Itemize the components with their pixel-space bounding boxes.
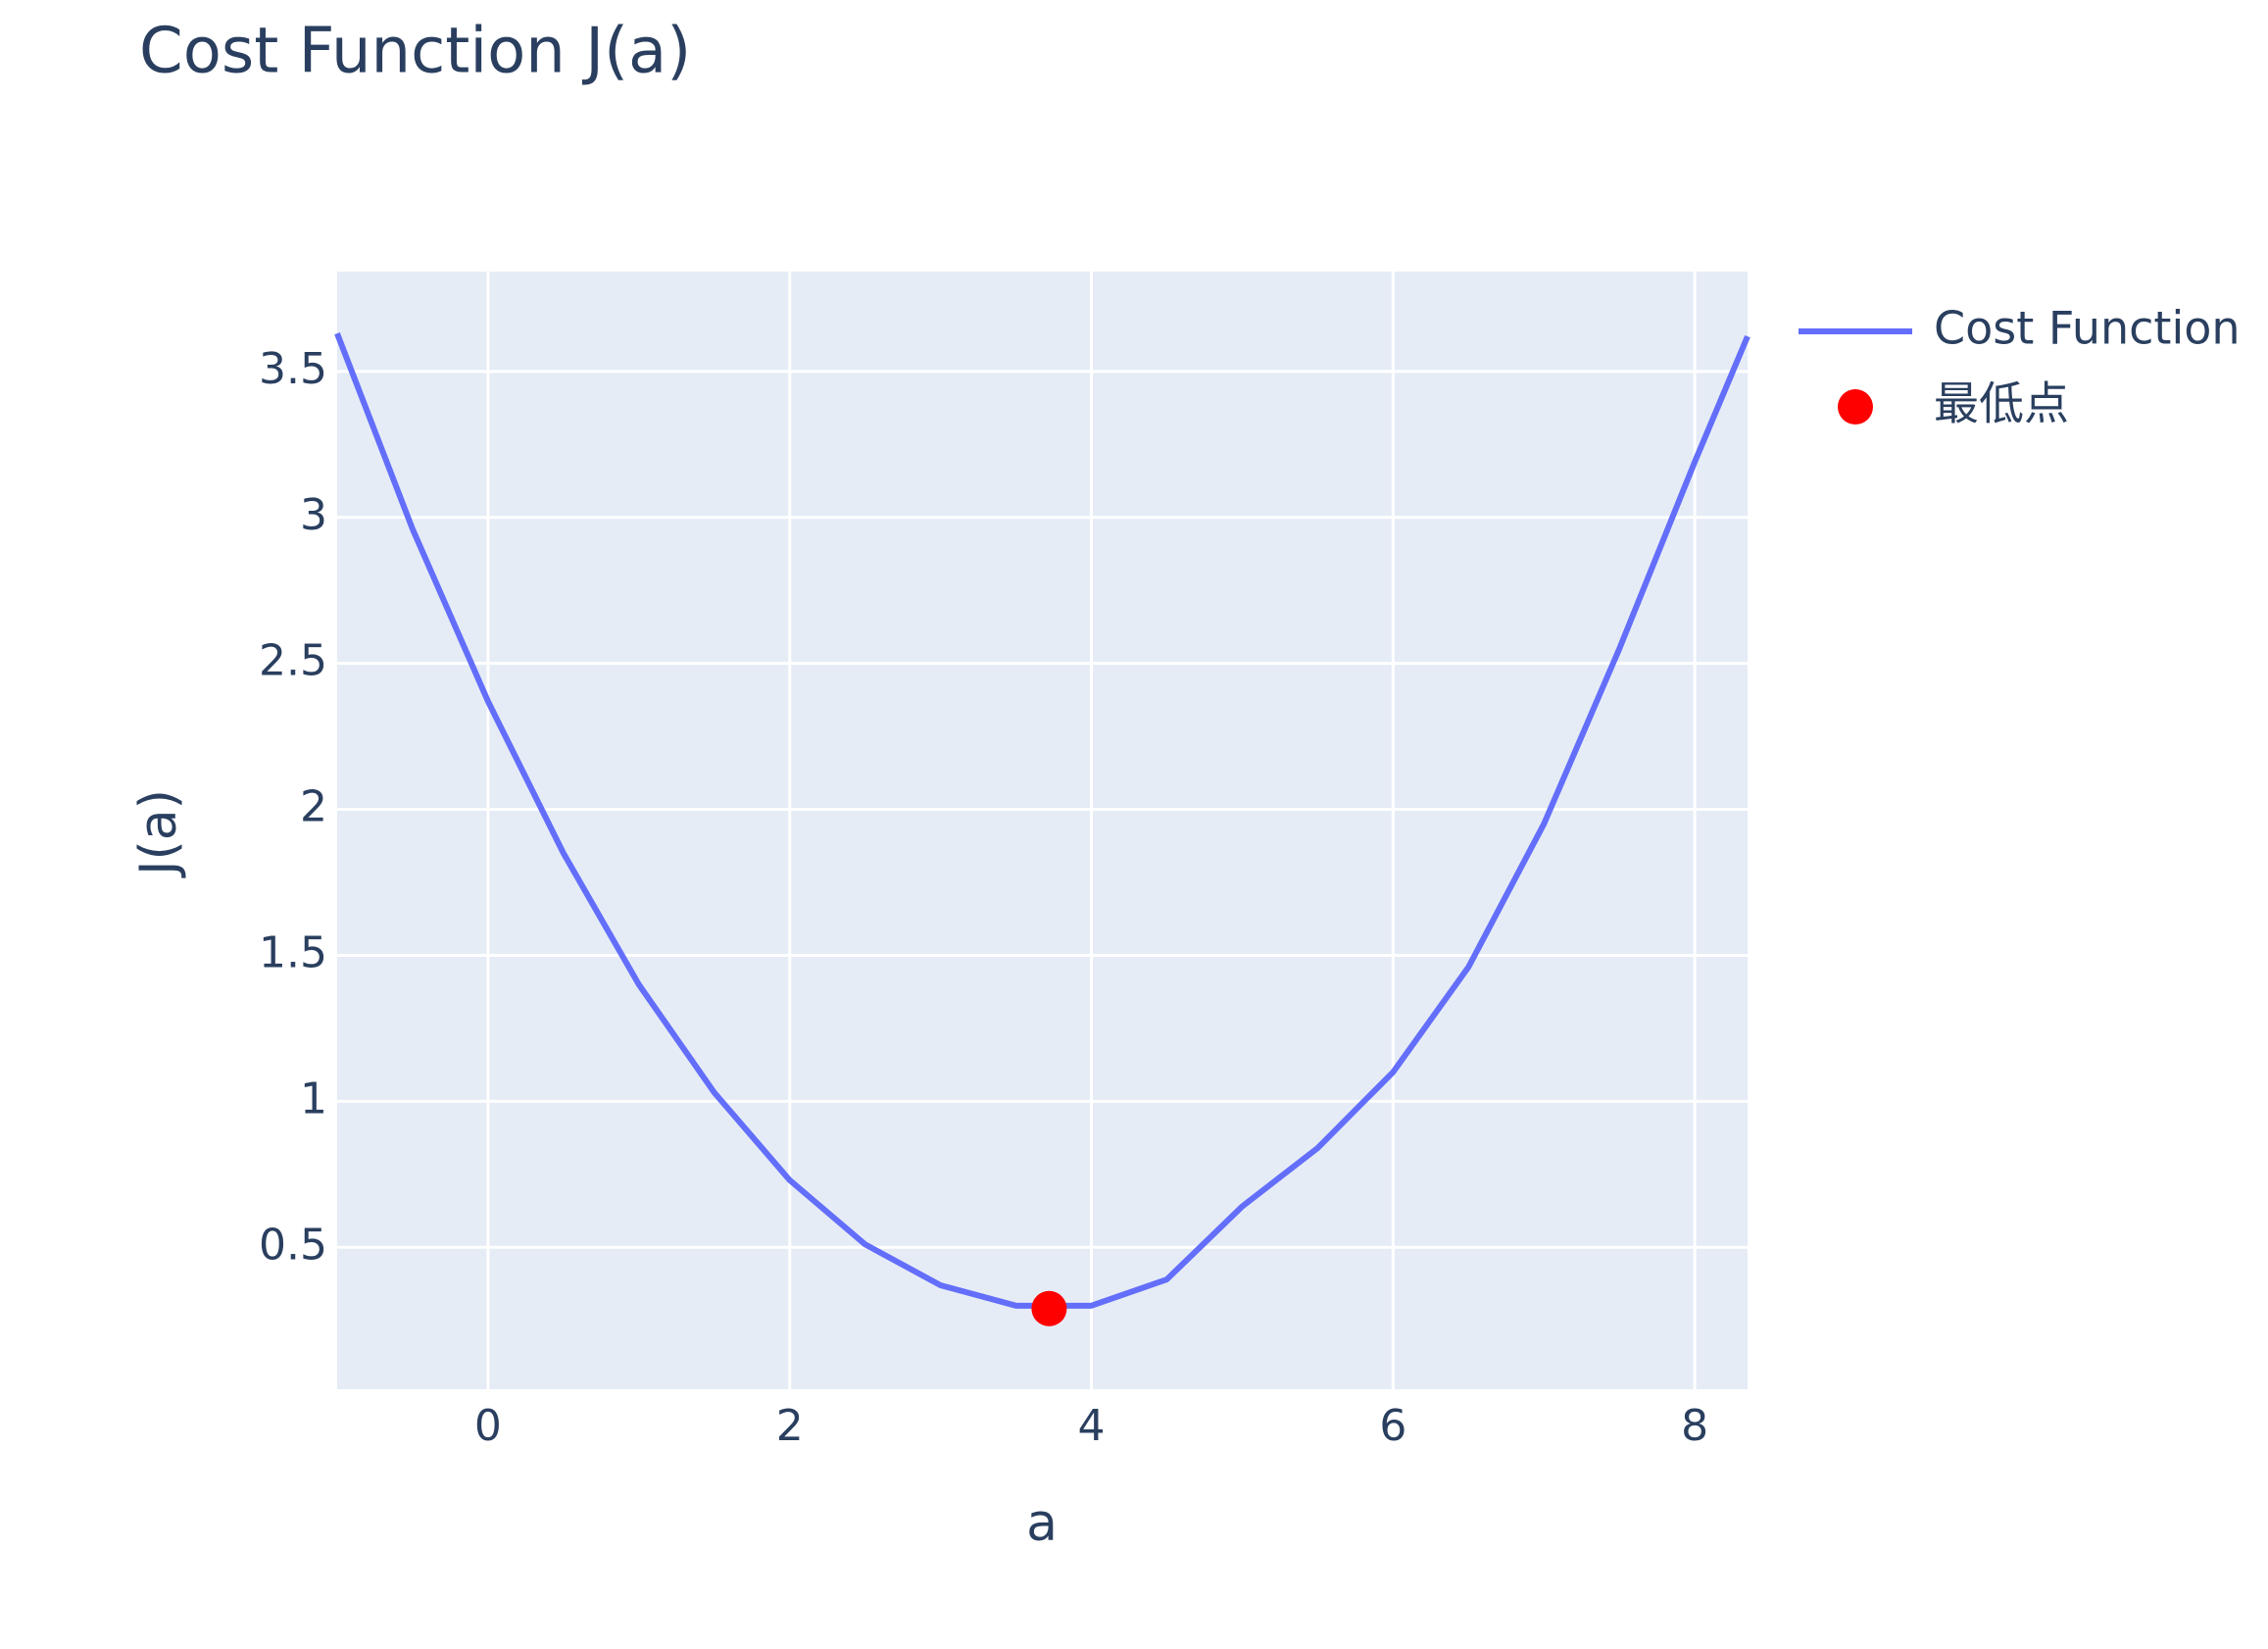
y-tick-label: 0.5 [259, 1220, 327, 1270]
y-tick-label: 3.5 [259, 344, 327, 394]
x-tick-label: 6 [1379, 1401, 1406, 1451]
y-tick-label: 1 [300, 1074, 327, 1124]
y-axis-title: J(a) [129, 789, 188, 878]
legend-label: 最低点 [1934, 377, 2069, 430]
y-tick-label: 3 [300, 490, 327, 540]
chart-title: Cost Function J(a) [139, 16, 691, 88]
x-tick-label: 8 [1681, 1401, 1708, 1451]
y-tick-label: 2.5 [259, 636, 327, 686]
y-tick-label: 1.5 [259, 927, 327, 977]
x-tick-label: 0 [474, 1401, 502, 1451]
x-tick-label: 2 [776, 1401, 804, 1451]
x-axis-title: a [1026, 1494, 1058, 1553]
marker [1031, 1290, 1067, 1326]
plot-area [337, 272, 1748, 1389]
x-tick-label: 4 [1078, 1401, 1106, 1451]
legend-label: Cost Function [1934, 302, 2241, 355]
y-tick-label: 2 [300, 782, 327, 832]
legend-swatch [1838, 389, 1873, 425]
